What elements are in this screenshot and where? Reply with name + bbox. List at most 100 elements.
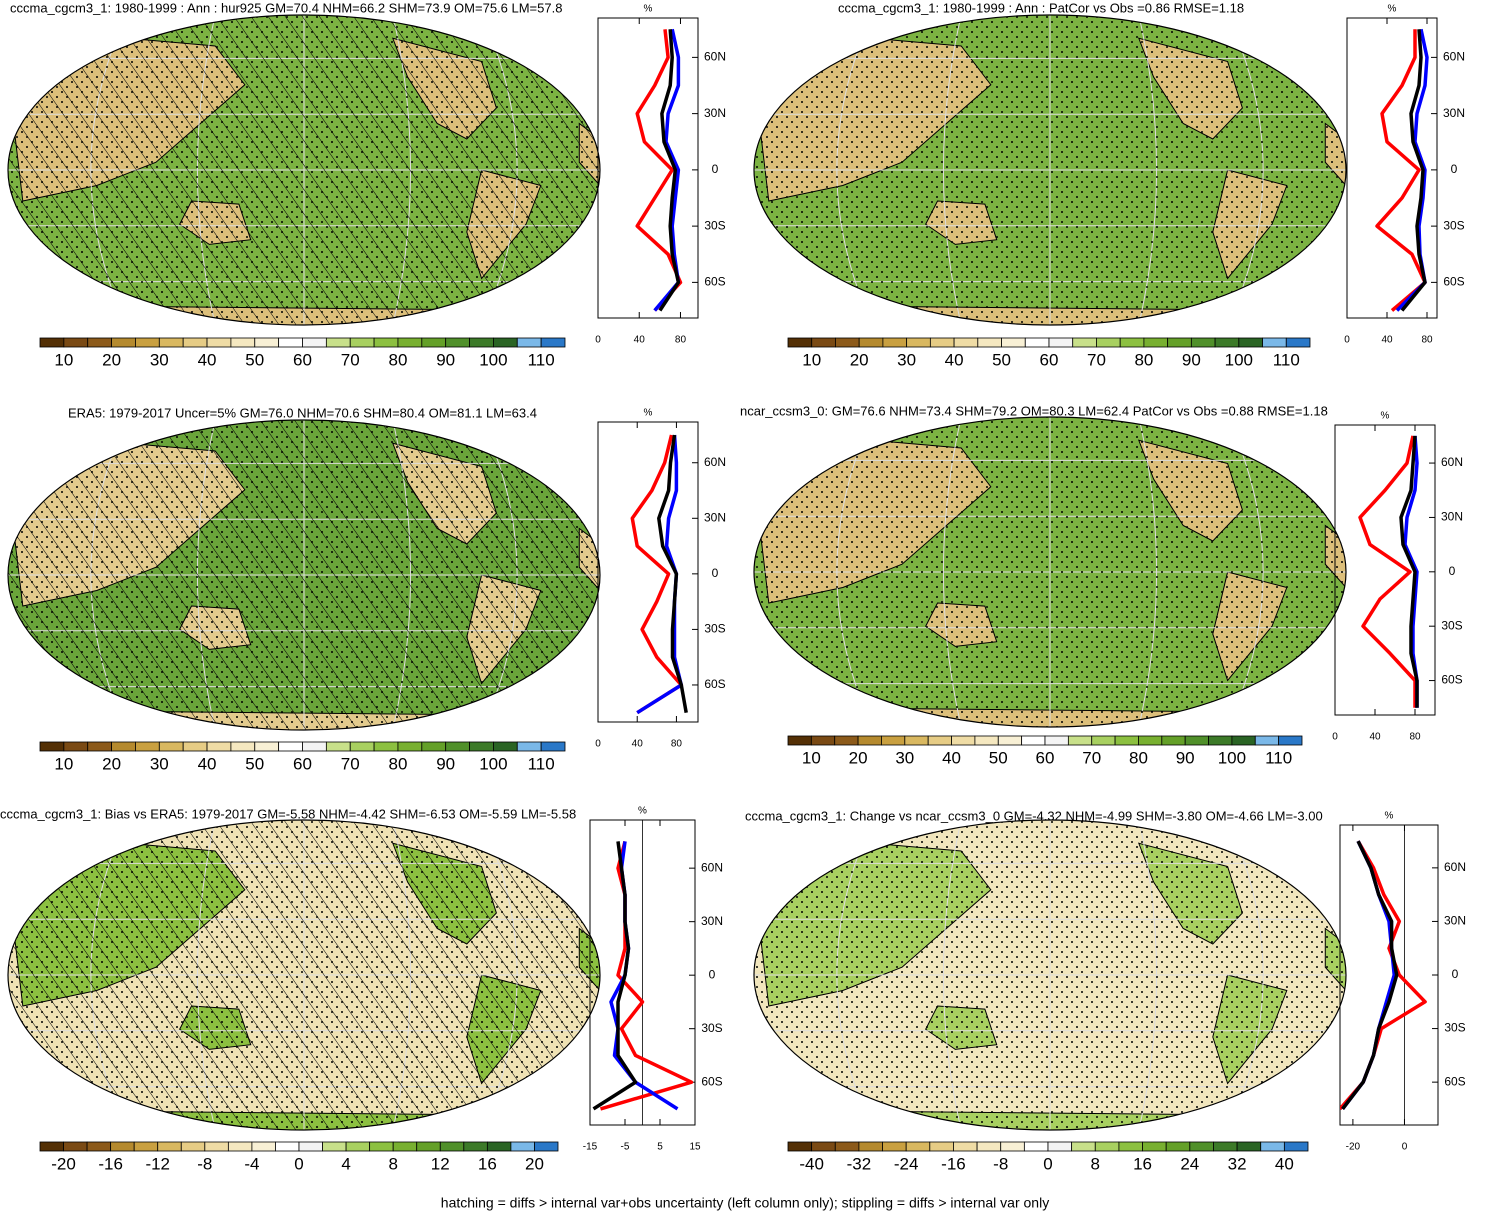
- colorbar-label: 80: [388, 754, 407, 773]
- colorbar-box: [834, 1141, 860, 1152]
- colorbar-label: 20: [102, 350, 121, 369]
- colorbar-box: [516, 337, 542, 348]
- colorbar-box: [1118, 1141, 1143, 1152]
- colorbar-box: [373, 741, 399, 752]
- colorbar-box: [463, 1141, 488, 1152]
- colorbar-label: 10: [54, 350, 73, 369]
- colorbar-box: [227, 1141, 253, 1152]
- map-border: [753, 819, 1347, 1131]
- y-tick-label: 30N: [1443, 106, 1465, 120]
- colorbar-label: 90: [436, 754, 455, 773]
- colorbar-box: [787, 1141, 813, 1152]
- colorbar-box: [1048, 337, 1074, 348]
- colorbar-box: [787, 337, 813, 348]
- map: [8, 15, 600, 325]
- x-tick-label: 5: [657, 1142, 663, 1153]
- colorbar-box: [182, 337, 208, 348]
- map-title: cccma_cgcm3_1: Bias vs ERA5: 1979-2017 G…: [0, 806, 576, 821]
- colorbar-box: [278, 337, 303, 348]
- profile-line: [1375, 29, 1427, 312]
- y-tick-label: 30S: [704, 622, 725, 636]
- colorbar-box: [278, 741, 303, 752]
- colorbar-label: 40: [1275, 1154, 1294, 1173]
- colorbar-label: 0: [294, 1154, 303, 1173]
- profile-line: [630, 434, 684, 715]
- colorbar-box: [1213, 1141, 1238, 1152]
- colorbar-box: [1262, 337, 1287, 348]
- colorbar-box: [397, 337, 423, 348]
- colorbar-box: [787, 735, 812, 746]
- colorbar-box: [1184, 735, 1209, 746]
- map: [8, 820, 600, 1130]
- y-tick-label: 60N: [1443, 50, 1465, 64]
- x-tick-label: -5: [621, 1142, 630, 1153]
- colorbar-label: 50: [245, 754, 264, 773]
- colorbar-label: 100: [1218, 748, 1246, 767]
- colorbar-label: 100: [479, 350, 507, 369]
- colorbar-box: [904, 735, 929, 746]
- x-tick-label: 0: [595, 739, 601, 750]
- map: [754, 15, 1346, 325]
- colorbar-box: [1231, 735, 1256, 746]
- colorbar-label: 90: [1176, 748, 1195, 767]
- colorbar-box: [953, 1141, 978, 1152]
- colorbar-box: [182, 741, 208, 752]
- y-tick-label: 60N: [1444, 860, 1466, 874]
- stippling: [754, 417, 1346, 727]
- colorbar-label: 8: [388, 1154, 397, 1173]
- colorbar-label: 20: [850, 350, 869, 369]
- y-tick-label: 60S: [704, 677, 725, 691]
- x-tick-label: -15: [583, 1142, 598, 1153]
- colorbar-label: -12: [145, 1154, 170, 1173]
- colorbar-box: [469, 741, 494, 752]
- colorbar-box: [997, 735, 1023, 746]
- colorbar-box: [421, 741, 447, 752]
- colorbar-box: [486, 1141, 512, 1152]
- colorbar-box: [158, 337, 184, 348]
- colorbar-label: 100: [479, 754, 507, 773]
- profile-line: [600, 840, 694, 1111]
- colorbar-label: 10: [54, 754, 73, 773]
- colorbar-label: 30: [150, 350, 169, 369]
- profile-line: [592, 841, 638, 1111]
- colorbar-box: [87, 741, 112, 752]
- colorbar-label: 32: [1228, 1154, 1247, 1173]
- y-tick-label: 0: [1452, 967, 1459, 981]
- colorbar-label: 80: [1134, 350, 1153, 369]
- colorbar-label: 100: [1225, 350, 1253, 369]
- colorbar-box: [180, 1141, 206, 1152]
- colorbar-box: [230, 741, 256, 752]
- colorbar-box: [1260, 1141, 1285, 1152]
- colorbar-box: [1091, 735, 1116, 746]
- colorbar-box: [953, 337, 979, 348]
- map-title: cccma_cgcm3_1: 1980-1999 : Ann : hur925 …: [10, 0, 562, 15]
- colorbar-box: [135, 337, 160, 348]
- colorbar-box: [1047, 1141, 1073, 1152]
- colorbar-label: 40: [198, 350, 217, 369]
- colorbar-box: [534, 1141, 559, 1152]
- stippling: [754, 15, 1346, 325]
- colorbar-box: [322, 1141, 347, 1152]
- colorbar-label: 8: [1091, 1154, 1100, 1173]
- colorbar-box: [1001, 337, 1026, 348]
- colorbar-label: 16: [1133, 1154, 1152, 1173]
- x-tick-label: -20: [1346, 1142, 1361, 1153]
- y-tick-label: 30N: [1441, 510, 1463, 524]
- colorbar-box: [325, 337, 351, 348]
- colorbar-box: [929, 337, 955, 348]
- colorbar-box: [373, 337, 399, 348]
- plot-frame: [1334, 424, 1436, 716]
- colorbar-box: [811, 337, 836, 348]
- colorbar-box: [1021, 735, 1046, 746]
- y-tick-label: 0: [1451, 162, 1458, 176]
- colorbar-label: 24: [1180, 1154, 1199, 1173]
- colorbar-box: [39, 1141, 64, 1152]
- hatching: [8, 420, 600, 730]
- colorbar-box: [251, 1141, 276, 1152]
- profile-line: [1340, 840, 1427, 1111]
- colorbar-box: [302, 741, 327, 752]
- colorbar-box: [510, 1141, 535, 1152]
- colorbar-box: [1096, 337, 1121, 348]
- colorbar-box: [493, 337, 518, 348]
- x-tick-label: 0: [1332, 732, 1338, 743]
